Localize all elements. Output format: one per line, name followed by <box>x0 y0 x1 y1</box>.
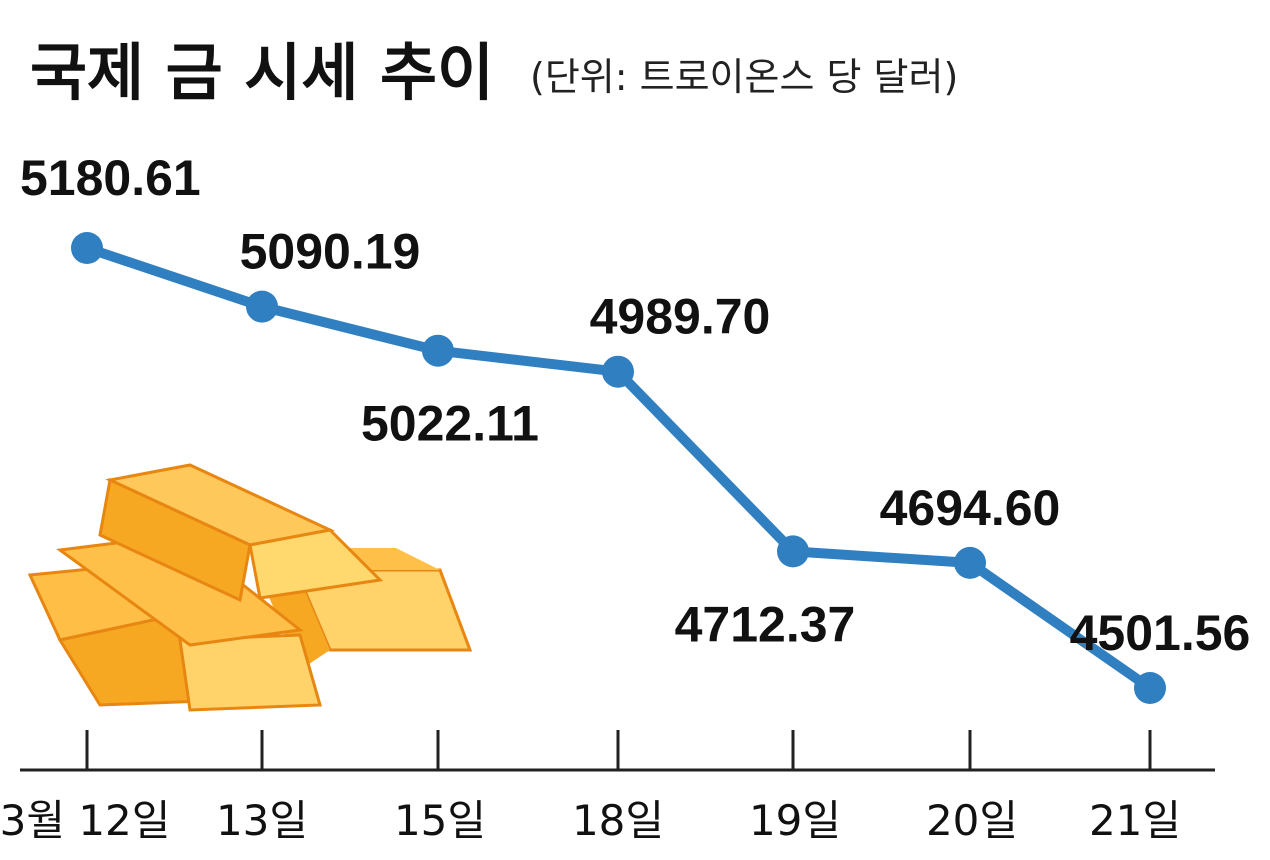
x-tick-label: 15일 <box>394 796 486 845</box>
x-tick-label: 19일 <box>749 796 841 845</box>
data-label: 4501.56 <box>1070 605 1251 661</box>
data-label: 4694.60 <box>880 480 1061 536</box>
chart-unit-label: (단위: 트로이온스 당 달러) <box>530 55 958 99</box>
data-point <box>422 334 454 367</box>
data-point <box>1134 672 1166 704</box>
x-tick-label: 20일 <box>926 796 1018 845</box>
x-tick-label: 13일 <box>216 796 308 845</box>
data-point <box>246 290 278 323</box>
data-point <box>777 535 809 568</box>
x-tick-label: 18일 <box>572 796 664 845</box>
data-label: 4712.37 <box>675 596 856 652</box>
data-label: 5022.11 <box>361 396 539 452</box>
data-markers <box>71 232 1166 704</box>
data-point <box>71 232 103 264</box>
x-tick-label: 21일 <box>1089 796 1181 845</box>
x-tick-label: 3월 12일 <box>0 796 170 845</box>
data-label: 4989.70 <box>590 289 771 345</box>
data-point <box>602 355 634 388</box>
data-label: 5090.19 <box>240 224 421 280</box>
x-axis: 3월 12일 13일 15일 18일 19일 20일 21일 <box>0 730 1215 845</box>
data-point <box>954 546 986 579</box>
gold-bars-illustration <box>27 463 473 712</box>
data-label: 5180.61 <box>20 150 201 206</box>
data-labels: 5180.61 5090.19 5022.11 4989.70 4712.37 4694.… <box>20 150 1250 661</box>
chart-title: 국제 금 시세 추이 <box>30 36 494 109</box>
